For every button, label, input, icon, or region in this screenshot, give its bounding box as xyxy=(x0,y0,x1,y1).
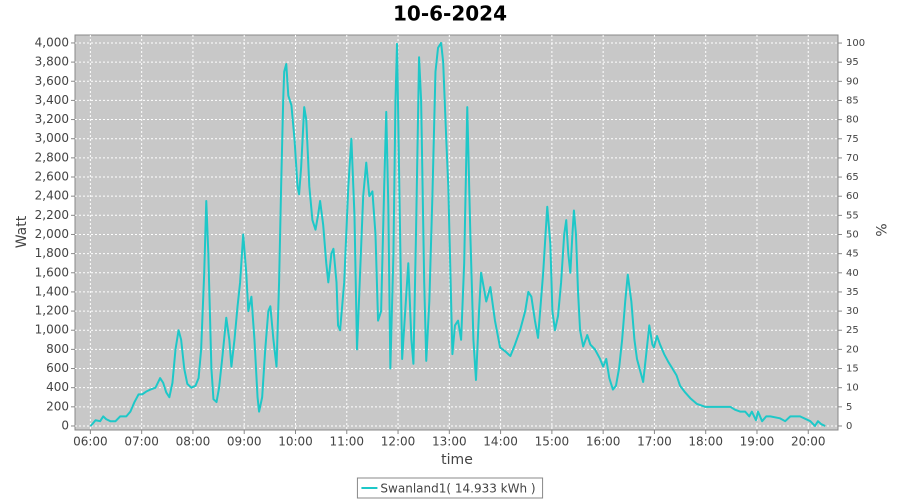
y-tick-label: 2,200 xyxy=(35,208,69,222)
y2-tick-label: 10 xyxy=(846,383,859,394)
y2-tick-label: 50 xyxy=(846,230,859,241)
x-tick-label: 07:00 xyxy=(124,435,159,449)
y2-tick-label: 80 xyxy=(846,115,859,126)
legend: Swanland1( 14.933 kWh ) xyxy=(356,477,544,499)
y-tick-label: 3,800 xyxy=(35,55,69,69)
y2-tick-label: 95 xyxy=(846,57,859,68)
x-tick-label: 16:00 xyxy=(586,435,621,449)
y-tick-label: 1,600 xyxy=(35,265,69,279)
y2-tick-label: 60 xyxy=(846,191,859,202)
y2-tick-label: 30 xyxy=(846,306,859,317)
y-tick-label: 3,400 xyxy=(35,93,69,107)
y2-tick-label: 45 xyxy=(846,249,859,260)
y-tick-label: 1,000 xyxy=(35,323,69,337)
y2-tick-label: 55 xyxy=(846,210,859,221)
x-tick-label: 13:00 xyxy=(432,435,467,449)
y-tick-label: 1,400 xyxy=(35,284,69,298)
legend-box xyxy=(356,477,544,499)
y2-axis-title: % xyxy=(872,223,888,236)
y-tick-label: 2,600 xyxy=(35,170,69,184)
y-tick-label: 2,800 xyxy=(35,150,69,164)
x-axis-title: time xyxy=(441,452,473,468)
y2-tick-label: 65 xyxy=(846,172,859,183)
y-tick-label: 600 xyxy=(46,361,69,375)
x-tick-label: 17:00 xyxy=(637,435,672,449)
x-tick-label: 15:00 xyxy=(535,435,570,449)
y-tick-label: 4,000 xyxy=(35,35,69,49)
chart-title: 10-6-2024 xyxy=(393,2,507,26)
y-tick-label: 3,000 xyxy=(35,131,69,145)
x-tick-label: 11:00 xyxy=(329,435,364,449)
y-tick-label: 2,000 xyxy=(35,227,69,241)
y2-tick-label: 15 xyxy=(846,364,859,375)
y2-tick-label: 0 xyxy=(846,421,852,432)
y2-tick-label: 5 xyxy=(846,402,852,413)
y-tick-label: 1,800 xyxy=(35,246,69,260)
x-tick-label: 10:00 xyxy=(278,435,313,449)
y-tick-label: 3,200 xyxy=(35,112,69,126)
y-axis-title: Watt xyxy=(14,215,30,248)
legend-label: Swanland1( 14.933 kWh ) xyxy=(380,482,535,496)
y2-tick-label: 40 xyxy=(846,268,859,279)
x-tick-label: 09:00 xyxy=(227,435,262,449)
x-tick-label: 19:00 xyxy=(740,435,775,449)
y-tick-label: 0 xyxy=(61,418,69,432)
y-tick-label: 800 xyxy=(46,342,69,356)
y-tick-label: 3,600 xyxy=(35,74,69,88)
x-tick-label: 14:00 xyxy=(483,435,518,449)
y-tick-label: 200 xyxy=(46,399,69,413)
y2-tick-label: 70 xyxy=(846,153,859,164)
y2-tick-label: 25 xyxy=(846,325,859,336)
y2-tick-label: 75 xyxy=(846,134,859,145)
y-tick-label: 1,200 xyxy=(35,304,69,318)
y2-tick-label: 90 xyxy=(846,76,859,87)
x-tick-label: 12:00 xyxy=(381,435,416,449)
y2-tick-label: 20 xyxy=(846,344,859,355)
x-tick-label: 06:00 xyxy=(73,435,108,449)
y-tick-label: 2,400 xyxy=(35,189,69,203)
x-tick-label: 18:00 xyxy=(688,435,723,449)
x-tick-label: 08:00 xyxy=(176,435,211,449)
y2-tick-label: 35 xyxy=(846,287,859,298)
y2-tick-label: 85 xyxy=(846,95,859,106)
y2-tick-label: 100 xyxy=(846,38,865,49)
y-tick-label: 400 xyxy=(46,380,69,394)
series-line xyxy=(89,41,826,427)
plot-area xyxy=(74,34,839,431)
x-tick-label: 20:00 xyxy=(791,435,826,449)
